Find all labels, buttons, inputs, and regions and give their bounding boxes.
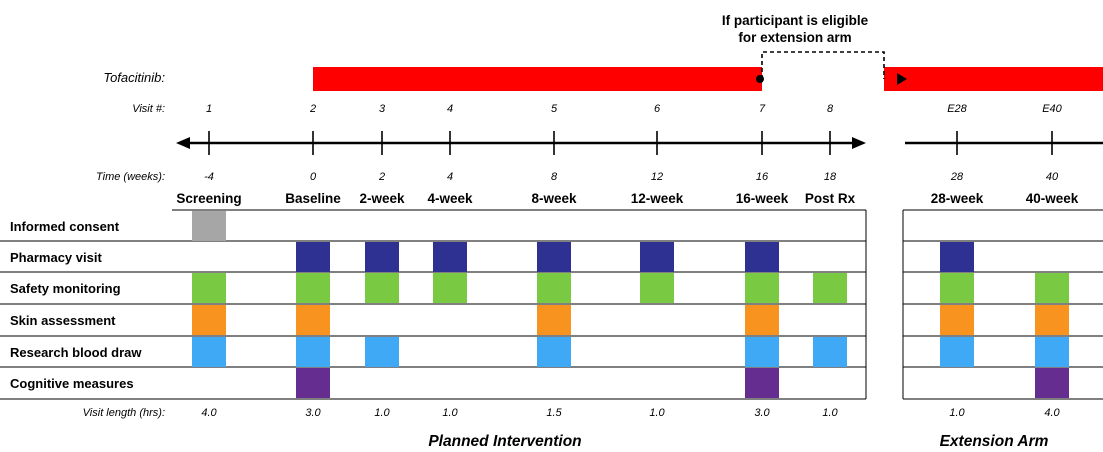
cell-screening-skin-assessment (192, 305, 226, 335)
visit-number-16-week: 7 (759, 103, 766, 115)
drug-label: Tofacitinib: (103, 70, 165, 85)
time-value-8-week: 8 (551, 171, 558, 183)
cell-screening-research-blood-draw (192, 337, 226, 367)
visit-number-label: Visit #: (132, 103, 165, 115)
visit-name-16-week: 16-week (736, 191, 789, 206)
cell-28-week-safety-monitoring (940, 273, 974, 303)
visit-name-28-week: 28-week (931, 191, 984, 206)
cell-8-week-skin-assessment (537, 305, 571, 335)
cell-2-week-pharmacy-visit (365, 242, 399, 272)
visit-name-12-week: 12-week (631, 191, 684, 206)
connector-start-dot (756, 75, 764, 83)
cell-baseline-safety-monitoring (296, 273, 330, 303)
cell-post-rx-research-blood-draw (813, 337, 847, 367)
time-value-16-week: 16 (756, 171, 769, 183)
cell-40-week-cognitive-measures (1035, 368, 1069, 398)
visit-name-post-rx: Post Rx (805, 191, 856, 206)
visit-number-28-week: E28 (947, 103, 967, 115)
visit-name-baseline: Baseline (285, 191, 341, 206)
visit-name-screening: Screening (176, 191, 241, 206)
cell-baseline-research-blood-draw (296, 337, 330, 367)
visit-name-8-week: 8-week (531, 191, 577, 206)
section-title-extension: Extension Arm (940, 433, 1049, 450)
activity-label-informed-consent: Informed consent (10, 219, 120, 234)
drug-bar-planned (313, 67, 762, 91)
extension-connector (761, 51, 885, 79)
visit-number-baseline: 2 (309, 103, 316, 115)
time-weeks-label: Time (weeks): (96, 171, 165, 183)
visit-number-8-week: 5 (551, 103, 558, 115)
cell-baseline-cognitive-measures (296, 368, 330, 398)
visit-name-2-week: 2-week (359, 191, 405, 206)
visit-number-12-week: 6 (654, 103, 661, 115)
visit-name-40-week: 40-week (1026, 191, 1079, 206)
cell-2-week-safety-monitoring (365, 273, 399, 303)
cell-screening-safety-monitoring (192, 273, 226, 303)
visit-length-4-week: 1.0 (442, 407, 458, 419)
activity-label-skin-assessment: Skin assessment (10, 313, 116, 328)
cell-28-week-skin-assessment (940, 305, 974, 335)
cell-40-week-safety-monitoring (1035, 273, 1069, 303)
timeline-arrow-left (176, 137, 190, 149)
time-value-4-week: 4 (447, 171, 453, 183)
cell-28-week-research-blood-draw (940, 337, 974, 367)
extension-note-line2: for extension arm (738, 30, 851, 45)
cell-16-week-pharmacy-visit (745, 242, 779, 272)
cell-post-rx-safety-monitoring (813, 273, 847, 303)
visit-number-2-week: 3 (379, 103, 386, 115)
cell-40-week-skin-assessment (1035, 305, 1069, 335)
visit-length-40-week: 4.0 (1044, 407, 1060, 419)
activity-label-research-blood-draw: Research blood draw (10, 345, 142, 360)
connector-end-arrow (897, 73, 907, 85)
visit-length-16-week: 3.0 (754, 407, 770, 419)
visit-number-4-week: 4 (447, 103, 453, 115)
drug-bar-extension (884, 67, 1103, 91)
cell-16-week-safety-monitoring (745, 273, 779, 303)
extension-note-line1: If participant is eligible (722, 13, 869, 28)
activity-label-cognitive-measures: Cognitive measures (10, 376, 134, 391)
visit-length-post-rx: 1.0 (822, 407, 838, 419)
cell-16-week-research-blood-draw (745, 337, 779, 367)
section-title-planned: Planned Intervention (428, 433, 581, 450)
cell-4-week-safety-monitoring (433, 273, 467, 303)
visit-length-2-week: 1.0 (374, 407, 390, 419)
cell-16-week-skin-assessment (745, 305, 779, 335)
time-value-28-week: 28 (950, 171, 964, 183)
cell-baseline-pharmacy-visit (296, 242, 330, 272)
visit-number-screening: 1 (206, 103, 212, 115)
cell-16-week-cognitive-measures (745, 368, 779, 398)
time-value-baseline: 0 (310, 171, 317, 183)
cell-8-week-research-blood-draw (537, 337, 571, 367)
time-value-2-week: 2 (378, 171, 385, 183)
visit-length-label: Visit length (hrs): (83, 407, 165, 419)
visit-length-28-week: 1.0 (949, 407, 965, 419)
activity-label-pharmacy-visit: Pharmacy visit (10, 250, 102, 265)
time-value-post-rx: 18 (824, 171, 837, 183)
cell-40-week-research-blood-draw (1035, 337, 1069, 367)
cell-8-week-safety-monitoring (537, 273, 571, 303)
timeline-arrow-right (852, 137, 866, 149)
visit-number-40-week: E40 (1042, 103, 1062, 115)
visit-name-4-week: 4-week (427, 191, 473, 206)
cell-28-week-pharmacy-visit (940, 242, 974, 272)
cell-screening-informed-consent (192, 211, 226, 241)
visit-length-8-week: 1.5 (546, 407, 562, 419)
time-value-40-week: 40 (1046, 171, 1059, 183)
cell-12-week-safety-monitoring (640, 273, 674, 303)
cell-12-week-pharmacy-visit (640, 242, 674, 272)
visit-number-post-rx: 8 (827, 103, 834, 115)
time-value-screening: -4 (204, 171, 214, 183)
cell-4-week-pharmacy-visit (433, 242, 467, 272)
visit-length-baseline: 3.0 (305, 407, 321, 419)
cell-2-week-research-blood-draw (365, 337, 399, 367)
cell-8-week-pharmacy-visit (537, 242, 571, 272)
time-value-12-week: 12 (651, 171, 663, 183)
visit-length-12-week: 1.0 (649, 407, 665, 419)
cell-baseline-skin-assessment (296, 305, 330, 335)
activity-label-safety-monitoring: Safety monitoring (10, 281, 121, 296)
visit-length-screening: 4.0 (201, 407, 217, 419)
